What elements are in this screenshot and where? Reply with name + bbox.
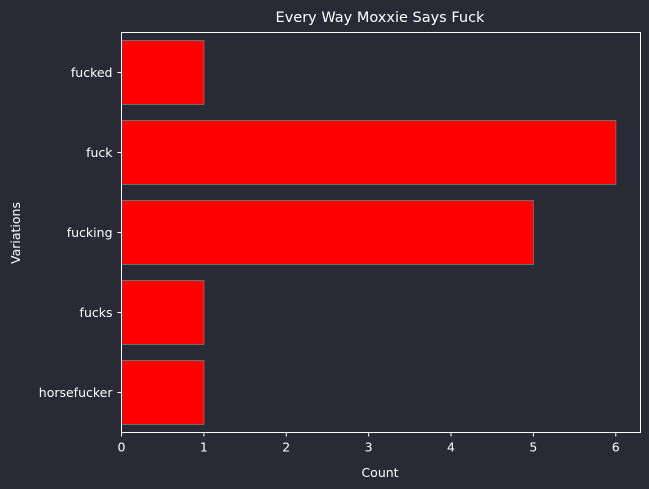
x-tick-label-4: 4 <box>447 440 455 455</box>
x-axis-label: Count <box>361 465 398 480</box>
y-tick-label-fucking: fucking <box>67 225 113 240</box>
plot-frame <box>121 32 641 433</box>
x-tick-label-1: 1 <box>200 440 208 455</box>
bar-horsefucker <box>121 360 205 425</box>
y-tick-label-fuck: fuck <box>86 145 113 160</box>
ticks-layer: fucked fuck fucking fucks horsefucker 0 1 2 3 4 5 6 <box>39 65 620 455</box>
bar-fuck <box>121 120 617 185</box>
bar-fucking <box>121 200 534 265</box>
bars-layer <box>121 40 617 425</box>
x-tick-label-3: 3 <box>365 440 373 455</box>
y-tick-label-fucks: fucks <box>80 305 113 320</box>
x-tick-label-2: 2 <box>282 440 290 455</box>
chart-title: Every Way Moxxie Says Fuck <box>276 10 486 26</box>
bar-fucks <box>121 280 205 345</box>
x-tick-label-0: 0 <box>118 440 126 455</box>
y-axis-label: Variations <box>8 202 23 264</box>
y-tick-label-fucked: fucked <box>71 65 113 80</box>
x-tick-label-5: 5 <box>529 440 537 455</box>
bar-fucked <box>121 40 205 105</box>
x-tick-label-6: 6 <box>612 440 620 455</box>
y-tick-label-horsefucker: horsefucker <box>39 385 114 400</box>
